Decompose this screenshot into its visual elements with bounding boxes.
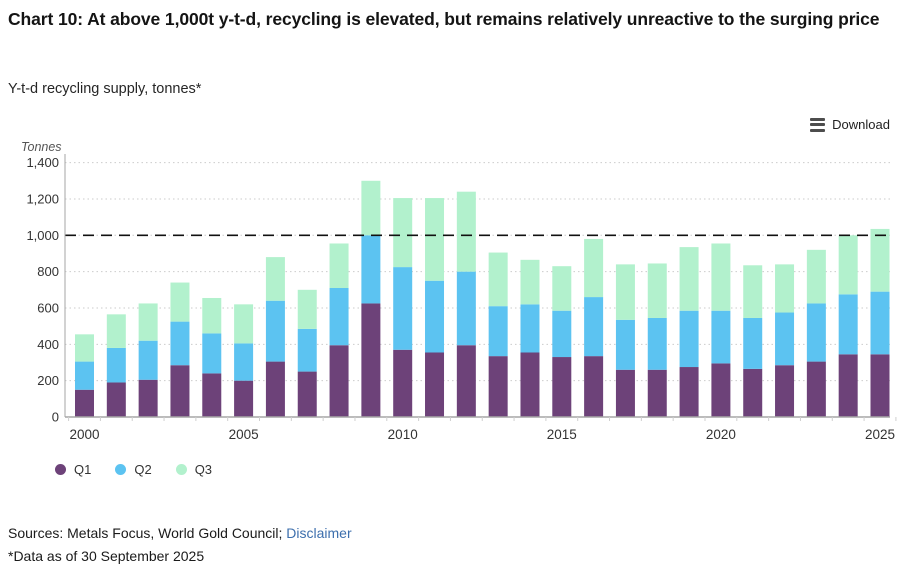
q2-color-dot	[115, 464, 127, 475]
legend-label-q1: Q1	[74, 462, 92, 477]
legend-item-q1[interactable]: Q1	[55, 462, 91, 477]
svg-text:800: 800	[37, 264, 59, 279]
legend-item-q3[interactable]: Q3	[175, 462, 213, 477]
disclaimer-link[interactable]: Disclaimer	[286, 525, 352, 541]
svg-text:1,400: 1,400	[26, 155, 59, 170]
download-label: Download	[832, 117, 890, 132]
x-tick-label: 2000	[69, 427, 99, 442]
svg-text:200: 200	[37, 373, 59, 388]
x-tick-label: 2010	[388, 427, 418, 442]
x-tick-label: 2015	[547, 427, 577, 442]
svg-text:600: 600	[37, 300, 59, 315]
y-axis-unit-label: Tonnes	[21, 140, 62, 154]
data-note: *Data as of 30 September 2025	[8, 548, 205, 564]
chart-title: Chart 10: At above 1,000t y-t-d, recycli…	[8, 9, 880, 29]
legend-label-q2: Q2	[134, 462, 152, 477]
plot-area: 0 200 400 600 800 1,000 1,200 1,400 2000 2005 2010…	[26, 154, 897, 442]
svg-text:1,000: 1,000	[26, 228, 59, 243]
svg-text:1,200: 1,200	[26, 191, 59, 206]
stacked-bar-chart: 0 200 400 600 800 1,000 1,200 1,400 2000 2005 2010…	[0, 140, 905, 460]
x-tick-label: 2005	[229, 427, 259, 442]
chart-footer: Sources: Metals Focus, World Gold Counci…	[8, 525, 352, 564]
download-button[interactable]: Download	[810, 117, 890, 132]
sources-text: Sources: Metals Focus, World Gold Counci…	[8, 525, 287, 541]
legend-label-q3: Q3	[194, 462, 213, 477]
svg-text:0: 0	[52, 410, 59, 425]
q3-color-dot	[175, 464, 187, 475]
chart-legend: Q1 Q2 Q3	[55, 462, 212, 477]
x-tick-label: 2025	[865, 427, 895, 442]
chart-subtitle: Y-t-d recycling supply, tonnes*	[8, 81, 202, 97]
q1-color-dot	[55, 464, 66, 475]
legend-item-q2[interactable]: Q2	[115, 462, 152, 477]
hamburger-menu-icon	[810, 117, 826, 132]
x-tick-label: 2020	[706, 427, 736, 442]
svg-text:400: 400	[37, 337, 59, 352]
